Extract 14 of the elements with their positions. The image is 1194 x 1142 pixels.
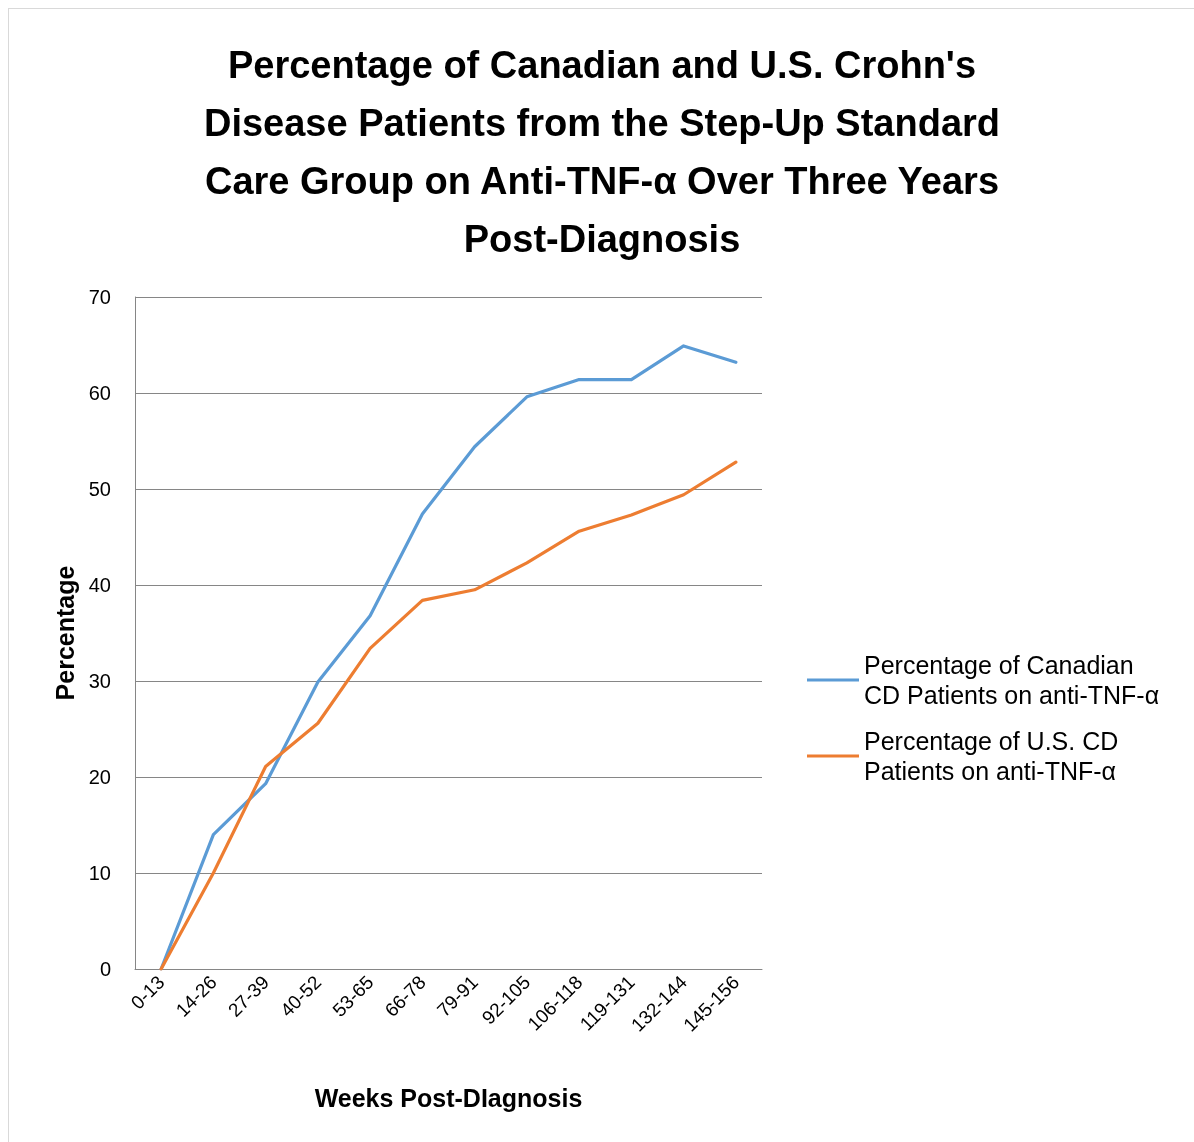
y-tick-label: 20 [88,766,111,788]
y-tick-label: 60 [88,382,111,404]
y-axis-title: Percentage [51,565,80,701]
line-series [159,460,738,971]
legend-label: Percentage of Canadian CD Patients on anti-TNF-α [864,651,1160,709]
y-tick-label: 0 [99,958,111,980]
y-tick-label: 30 [88,670,111,692]
y-tick-label: 70 [88,286,111,308]
legend-label: Percentage of U.S. CD Patients on anti-TNF-α [864,727,1119,785]
chart-title: Percentage of Canadian and U.S. Crohn's Disease Patients from the Step-Up Standard Care Group on Anti-TNF-α Over Three Years Post-Diagnosis [203,44,1001,260]
y-tick-label: 10 [88,862,111,884]
x-axis-title: Weeks Post-DIagnosis [314,1083,583,1112]
y-tick-label: 50 [88,478,111,500]
y-tick-label: 40 [88,574,111,596]
